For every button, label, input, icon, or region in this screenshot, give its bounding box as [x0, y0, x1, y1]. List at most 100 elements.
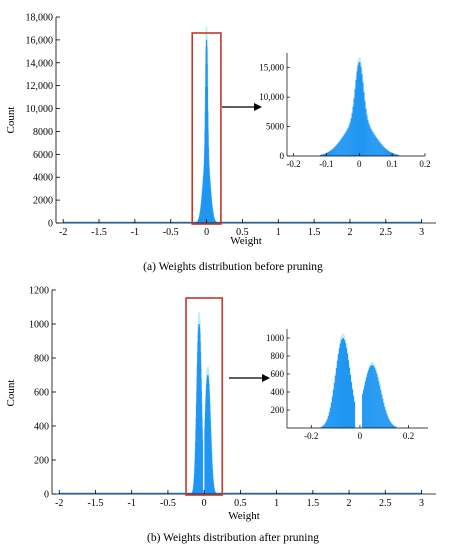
inset-bar: [344, 343, 347, 428]
y-tick-label: 14,000: [26, 58, 54, 69]
inset-x-tick-label: 0: [357, 159, 362, 169]
x-tick-label: -1.5: [88, 498, 104, 509]
inset-bar: [380, 143, 382, 156]
inset-bar: [381, 394, 383, 428]
inset-bar: [328, 151, 330, 156]
inset-bar: [364, 385, 366, 428]
highlight-box: [191, 32, 222, 225]
inset-bars: [319, 57, 400, 157]
y-tick-label: 8000: [33, 127, 53, 138]
inset-bar: [327, 151, 329, 156]
inset-bar: [324, 423, 326, 428]
x-tick-label: 1: [276, 227, 281, 238]
inset-bar: [391, 153, 394, 156]
histogram-bars: [196, 27, 217, 224]
x-tick-label: 2: [347, 227, 352, 238]
inset-bar: [372, 132, 374, 156]
inset-bar: [349, 122, 351, 156]
inset-bar: [397, 154, 399, 156]
inset-bar: [357, 65, 359, 156]
inset-bar: [329, 407, 331, 428]
inset-bar: [321, 154, 324, 156]
y-tick-label: 1000: [29, 320, 49, 331]
inset-bar: [342, 338, 344, 428]
y-axis-label: Count: [5, 107, 17, 134]
inset-bar: [382, 145, 384, 156]
y-tick-label: 6000: [33, 150, 53, 161]
inset-bar: [377, 139, 379, 156]
inset-bar: [346, 353, 349, 428]
inset-bar: [396, 154, 398, 156]
inset-y-tick-label: 15,000: [259, 63, 284, 73]
inset-bar: [360, 66, 362, 156]
y-tick-label: 18,000: [26, 13, 54, 24]
inset-bar: [386, 413, 388, 428]
inset-bar: [369, 367, 371, 428]
inset-bar: [373, 366, 375, 428]
inset-bar: [374, 367, 376, 428]
inset-bar: [336, 360, 338, 428]
y-tick-label: 0: [44, 490, 49, 501]
inset-bar: [390, 152, 392, 156]
inset-bar: [374, 135, 376, 156]
inset-bar: [321, 154, 323, 156]
x-tick-label: 1.5: [307, 498, 320, 509]
inset-bar: [354, 89, 356, 156]
inset: 200 400 600 800 1000 -0.2 0 0.2: [266, 329, 428, 441]
y-tick-label: 2000: [33, 196, 53, 207]
x-tick-label: 0.5: [236, 227, 249, 238]
inset-bar: [366, 376, 368, 428]
inset-bar: [394, 154, 397, 156]
inset-bar: [345, 131, 347, 156]
inset-bar: [340, 139, 342, 156]
inset-bar: [363, 389, 365, 428]
inset-bar: [331, 149, 333, 156]
inset-bar: [353, 98, 355, 156]
x-tick-label: 2: [347, 498, 352, 509]
inset-bar: [363, 92, 365, 156]
inset-bar: [330, 402, 332, 428]
x-axis-label: Weight: [230, 235, 262, 247]
histogram-bars: [191, 312, 217, 494]
inset-y-tick-label: 1000: [266, 333, 285, 343]
inset-bar: [358, 62, 360, 157]
inset-bar: [378, 381, 380, 428]
inset-bar: [346, 129, 348, 156]
inset-bar: [343, 134, 345, 156]
inset-bar: [343, 339, 346, 428]
inset-bar: [376, 373, 378, 428]
x-tick-label: -1: [131, 227, 139, 238]
x-tick-label: 0: [204, 227, 209, 238]
inset-y-tick-label: 400: [271, 387, 285, 397]
inset-bar: [362, 394, 364, 428]
inset-x-tick-label: 0.2: [403, 431, 414, 441]
inset-x-tick-label: -0.2: [286, 159, 300, 169]
inset-bar: [361, 74, 363, 156]
inset-bar: [384, 406, 386, 428]
x-tick-label: 3: [419, 498, 424, 509]
x-tick-label: -0.5: [163, 227, 179, 238]
inset-bar: [383, 146, 385, 156]
panel-b: 0 200 400 600 800 1000 1200 -2 -1.5 -1 -0.5 0 0.5 1 1.…: [5, 286, 436, 544]
y-tick-label: 600: [34, 388, 49, 399]
inset-bar: [373, 133, 375, 156]
y-tick-label: 4000: [33, 173, 53, 184]
inset-bar: [390, 422, 392, 428]
inset-bar: [332, 390, 334, 428]
panel-a: 0200040006000800010,00012,00014,00016,00…: [5, 13, 436, 273]
inset-bar: [395, 426, 397, 428]
inset-bar: [344, 133, 346, 156]
inset-bar: [388, 150, 390, 156]
inset-bar: [394, 426, 396, 428]
inset-bar: [320, 154, 322, 156]
inset-bar: [345, 347, 348, 428]
inset-bar: [324, 153, 327, 156]
inset-bar: [335, 367, 337, 428]
inset-bar: [339, 343, 341, 428]
inset-bar: [348, 367, 351, 428]
inset-bar: [323, 424, 325, 428]
inset-bar: [371, 365, 373, 428]
inset-bar: [367, 373, 369, 428]
inset-y-tick-label: 800: [271, 351, 285, 361]
inset-bar: [367, 120, 369, 156]
